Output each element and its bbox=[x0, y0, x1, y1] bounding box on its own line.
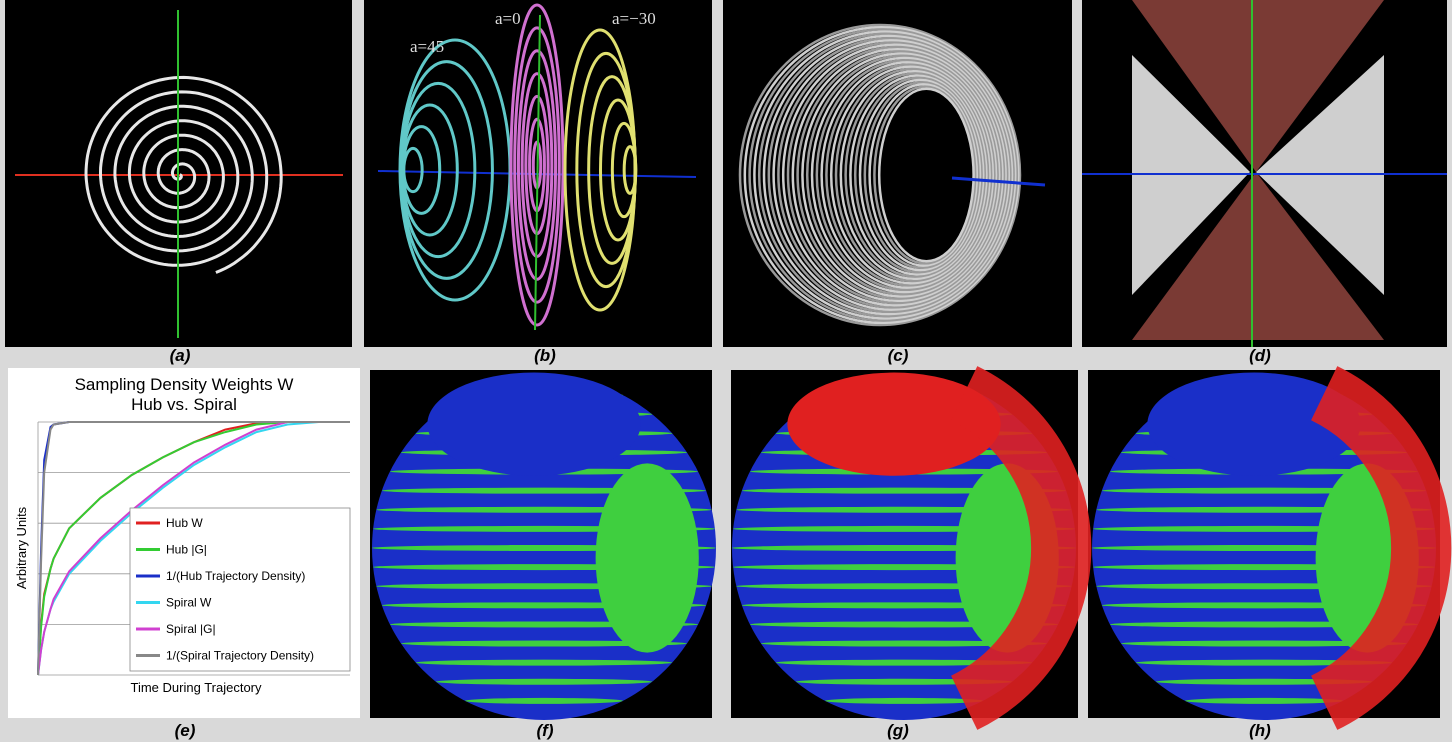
caption: (e) bbox=[175, 721, 196, 740]
x-axis-label: Time During Trajectory bbox=[131, 680, 262, 695]
caption: (h) bbox=[1249, 721, 1271, 740]
legend-label: Hub |G| bbox=[166, 543, 207, 557]
caption: (a) bbox=[170, 346, 191, 365]
chart-subtitle: Hub vs. Spiral bbox=[131, 395, 237, 414]
legend-label: Hub W bbox=[166, 516, 203, 530]
legend-label: Spiral W bbox=[166, 596, 212, 610]
sphere-cap bbox=[427, 373, 640, 476]
sphere-stripe bbox=[1185, 698, 1343, 704]
caption: (c) bbox=[888, 346, 909, 365]
sphere-stripe bbox=[825, 698, 983, 704]
sphere-cap bbox=[596, 463, 699, 652]
sphere-stripe bbox=[416, 660, 672, 666]
y-axis-label: Arbitrary Units bbox=[14, 506, 29, 589]
figure: a=45 a=0 a=−30 (a) (b) (c) (d) (e) (f) (… bbox=[0, 0, 1452, 742]
chart-title: Sampling Density Weights W bbox=[75, 375, 294, 394]
legend-label: 1/(Hub Trajectory Density) bbox=[166, 569, 305, 583]
sphere-stripe bbox=[465, 698, 623, 704]
angle-label: a=0 bbox=[495, 9, 521, 28]
caption: (d) bbox=[1249, 346, 1271, 365]
caption: (b) bbox=[534, 346, 556, 365]
angle-label: a=45 bbox=[410, 37, 444, 56]
caption: (g) bbox=[887, 721, 909, 740]
legend-label: 1/(Spiral Trajectory Density) bbox=[166, 649, 314, 663]
legend-box bbox=[130, 508, 350, 671]
legend-label: Spiral |G| bbox=[166, 622, 216, 636]
sphere-stripe bbox=[436, 679, 652, 685]
angle-label: a=−30 bbox=[612, 9, 656, 28]
caption: (f) bbox=[537, 721, 554, 740]
